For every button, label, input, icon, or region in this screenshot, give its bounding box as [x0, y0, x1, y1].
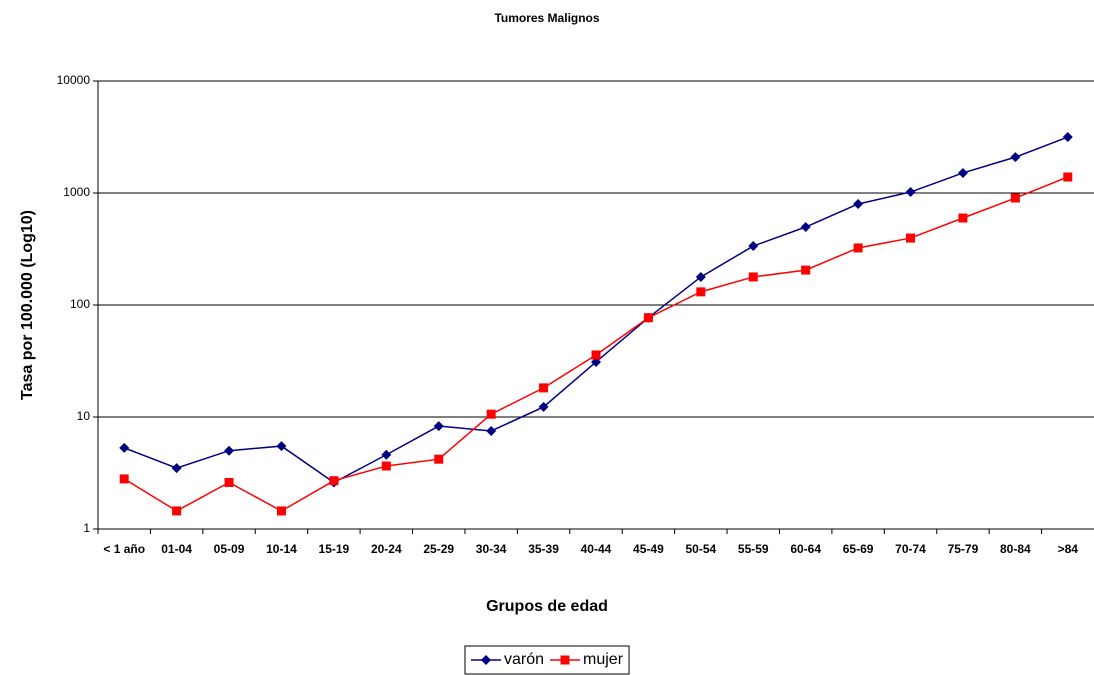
marker	[1010, 193, 1020, 203]
marker	[329, 476, 339, 486]
marker	[591, 356, 601, 367]
y-tick-label: 10000	[57, 73, 91, 87]
x-tick-label: 35-39	[528, 542, 559, 556]
marker	[381, 449, 392, 460]
series-line	[123, 176, 1069, 512]
chart-title: Tumores Malignos	[494, 11, 599, 25]
marker	[696, 287, 706, 297]
marker	[434, 454, 444, 464]
y-tick-label: 1000	[63, 185, 90, 199]
x-tick-label: 20-24	[370, 542, 402, 556]
marker	[224, 478, 234, 488]
marker	[539, 383, 549, 393]
marker	[800, 222, 811, 233]
x-tick-label: 01-04	[161, 542, 192, 556]
marker	[853, 243, 863, 253]
legend: varón mujer	[464, 645, 630, 675]
marker	[958, 213, 968, 223]
marker	[906, 233, 916, 243]
marker	[119, 474, 129, 484]
marker	[1010, 152, 1021, 163]
legend-marker	[480, 655, 491, 665]
marker	[381, 461, 391, 471]
x-tick-label: 55-59	[737, 542, 769, 556]
x-tick-label: 45-49	[633, 542, 664, 556]
x-tick-label: 40-44	[580, 542, 612, 556]
marker	[643, 313, 653, 323]
x-tick-label: 65-69	[842, 542, 874, 556]
marker	[591, 350, 601, 360]
legend-item: mujer	[550, 651, 624, 668]
x-tick-label: 25-29	[423, 542, 455, 556]
x-tick-label: 75-79	[947, 542, 979, 556]
x-tick-label: 30-34	[475, 542, 507, 556]
marker	[486, 409, 496, 419]
marker	[119, 442, 130, 453]
marker	[486, 425, 497, 436]
legend-label: mujer	[583, 651, 624, 668]
x-tick-label: >84	[1057, 542, 1078, 556]
marker	[905, 187, 916, 198]
x-tick-label: 50-54	[685, 542, 717, 556]
marker	[224, 445, 235, 456]
x-tick-label: 80-84	[1000, 542, 1031, 556]
marker	[957, 167, 968, 178]
x-tick-label: 70-74	[895, 542, 926, 556]
marker	[1062, 132, 1073, 143]
marker	[853, 198, 864, 209]
y-tick-label: 10	[77, 409, 91, 423]
x-axis-label: Grupos de edad	[486, 598, 608, 615]
series-line	[123, 136, 1069, 484]
x-tick-label: < 1 año	[103, 542, 146, 556]
x-tick-label: 60-64	[790, 542, 822, 556]
y-tick-label: 100	[70, 297, 90, 311]
y-axis-label: Tasa por 100.000 (Log10)	[19, 210, 36, 400]
legend-marker	[560, 655, 570, 665]
x-tick-label: 05-09	[213, 542, 245, 556]
marker	[172, 506, 182, 516]
marker	[695, 271, 706, 282]
marker	[276, 441, 287, 452]
marker	[538, 401, 549, 412]
marker	[171, 463, 182, 474]
x-tick-label: 10-14	[266, 542, 297, 556]
marker	[801, 265, 811, 275]
marker	[748, 241, 759, 252]
marker	[1063, 172, 1073, 182]
legend-item: varón	[470, 651, 544, 668]
legend-label: varón	[504, 651, 544, 668]
x-tick-label: 15-19	[318, 542, 350, 556]
marker	[433, 421, 444, 432]
y-tick-label: 1	[83, 521, 90, 535]
marker	[276, 506, 286, 516]
marker	[748, 272, 758, 282]
